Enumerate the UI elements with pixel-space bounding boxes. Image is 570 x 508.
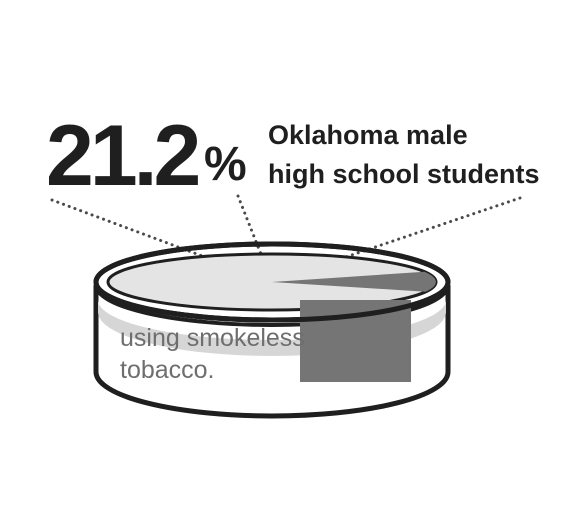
- share-slice-side: [300, 300, 411, 382]
- percentage-sign: %: [204, 138, 247, 191]
- subject-line-2: high school students: [268, 159, 540, 189]
- subject-line-1: Oklahoma male: [268, 120, 468, 150]
- caption-line-1: using smokeless: [120, 324, 305, 352]
- percentage-value: 21.2: [46, 108, 199, 204]
- caption-line-2: tobacco.: [120, 356, 215, 384]
